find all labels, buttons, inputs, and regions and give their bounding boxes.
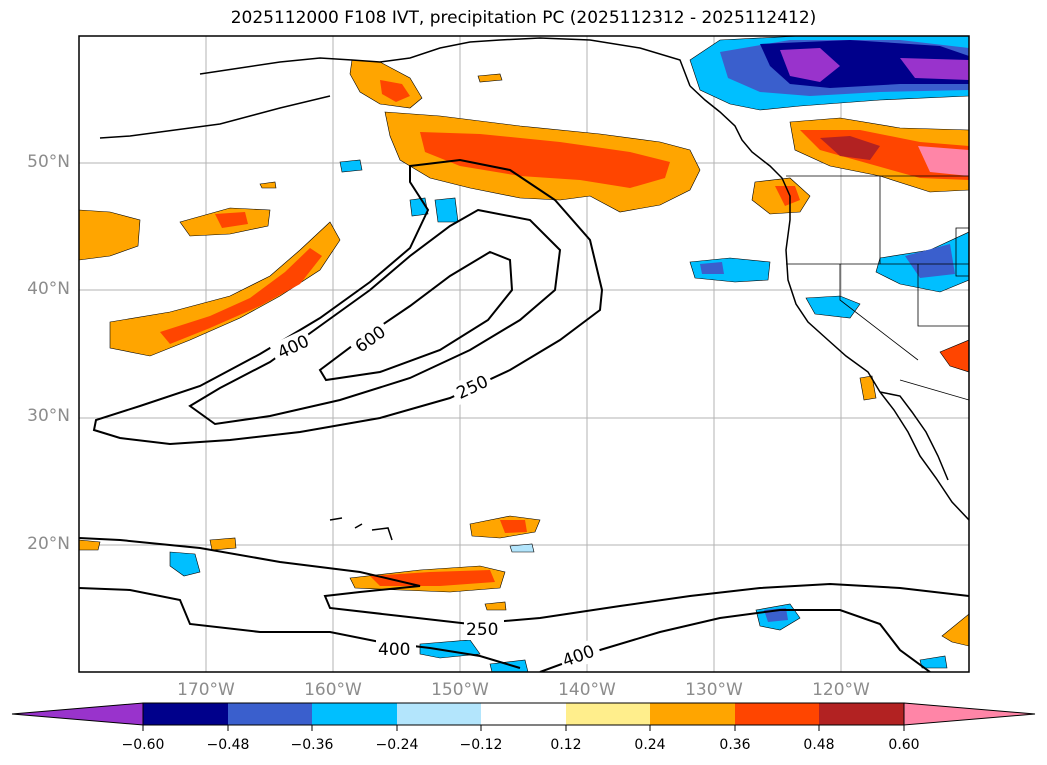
precip-small-2 bbox=[259, 181, 277, 189]
colorbar-tick-0: −0.60 bbox=[121, 737, 165, 753]
lat-label-20n: 20°N bbox=[27, 534, 70, 554]
aleutians bbox=[99, 95, 331, 139]
colorbar-bin-6 bbox=[566, 703, 650, 725]
precip-mexico bbox=[939, 339, 969, 373]
colorbar-arrow-right bbox=[903, 702, 1036, 726]
colorbar bbox=[11, 702, 1036, 731]
hawaii-islands bbox=[329, 517, 393, 541]
colorbar-bin-4 bbox=[397, 703, 481, 725]
precip-band-2-core bbox=[160, 248, 322, 344]
baja-coast bbox=[879, 391, 949, 481]
precip-gulf-alaska-core bbox=[420, 132, 670, 188]
precip-nevada-blue bbox=[905, 244, 955, 278]
colorbar-bin-3 bbox=[312, 703, 397, 725]
map-content: 400 600 250 250 400 400 bbox=[79, 36, 969, 672]
colorbar-bin-7 bbox=[650, 703, 735, 725]
precip-hawaii-west bbox=[169, 551, 201, 577]
precip-small-5 bbox=[484, 601, 507, 611]
map-frame bbox=[78, 35, 970, 673]
precip-canada-east-pink bbox=[918, 146, 969, 176]
precip-oregon-blue bbox=[700, 262, 724, 274]
colorbar-tick-5: 0.12 bbox=[550, 737, 582, 753]
colorbar-tick-2: −0.36 bbox=[290, 737, 334, 753]
precip-bc-north-purple bbox=[780, 48, 969, 82]
colorbar-tick-1: −0.48 bbox=[206, 737, 250, 753]
ivt-contour-400 bbox=[188, 208, 562, 426]
ivt-contour-600 bbox=[318, 250, 514, 382]
lon-label-170w: 170°W bbox=[177, 680, 235, 700]
ivt-contour-400-south-east bbox=[539, 609, 931, 672]
colorbar-tick-3: −0.24 bbox=[375, 737, 419, 753]
colorbar-tick-4: −0.12 bbox=[459, 737, 503, 753]
lon-label-140w: 140°W bbox=[558, 680, 616, 700]
ivt-contour-400-south bbox=[79, 587, 521, 669]
precip-band-2 bbox=[109, 221, 341, 357]
colorbar-tick-7: 0.36 bbox=[719, 737, 751, 753]
ivt-label-400-southeast: 400 bbox=[560, 642, 597, 672]
lat-label-30n: 30°N bbox=[27, 406, 70, 426]
precip-wa-core bbox=[775, 186, 800, 206]
precip-small-b5 bbox=[509, 543, 535, 553]
precip-negative bbox=[169, 36, 969, 672]
lat-label-40n: 40°N bbox=[27, 279, 70, 299]
ivt-label-400-south: 400 bbox=[378, 640, 410, 660]
colorbar-tick-9: 0.60 bbox=[888, 737, 920, 753]
colorbar-tick-8: 0.48 bbox=[803, 737, 835, 753]
ivt-contour-250-south bbox=[79, 537, 969, 626]
precip-positive bbox=[79, 59, 969, 647]
precip-west-pacific bbox=[79, 209, 141, 261]
precip-small-1 bbox=[477, 73, 503, 83]
precip-ca-coast bbox=[805, 295, 861, 319]
colorbar-bin-8 bbox=[735, 703, 819, 725]
precip-small-b3 bbox=[339, 159, 363, 173]
lat-label-50n: 50°N bbox=[27, 152, 70, 172]
colorbar-arrow-left bbox=[11, 702, 144, 726]
ivt-label-250-south: 250 bbox=[466, 620, 498, 640]
precip-alaska-coast-core bbox=[380, 80, 410, 102]
lon-label-160w: 160°W bbox=[304, 680, 362, 700]
colorbar-tick-6: 0.24 bbox=[634, 737, 666, 753]
precip-small-b6 bbox=[919, 655, 948, 669]
lon-label-130w: 130°W bbox=[685, 680, 743, 700]
chart-title: 2025112000 F108 IVT, precipitation PC (2… bbox=[230, 8, 817, 28]
colorbar-frame bbox=[142, 702, 905, 726]
colorbar-bin-2 bbox=[228, 703, 312, 725]
state-borders bbox=[786, 175, 969, 401]
precip-canada-east-darkred bbox=[820, 136, 880, 160]
lon-label-120w: 120°W bbox=[812, 680, 870, 700]
precip-central-core bbox=[500, 520, 527, 533]
colorbar-bin-5 bbox=[481, 703, 566, 725]
precip-small-b4 bbox=[489, 659, 529, 672]
colorbar-bin-9 bbox=[819, 703, 904, 725]
precip-se-corner bbox=[941, 613, 969, 647]
precip-small-3 bbox=[79, 539, 101, 551]
precip-baja bbox=[859, 375, 877, 401]
precip-band-1-core bbox=[215, 212, 248, 228]
ivt-contours bbox=[79, 158, 969, 672]
coastlines bbox=[99, 37, 969, 541]
lon-label-150w: 150°W bbox=[431, 680, 489, 700]
precip-small-4 bbox=[209, 537, 237, 551]
ivt-contour-250-outer bbox=[92, 158, 604, 446]
colorbar-ticks bbox=[142, 725, 905, 731]
north-america-coast bbox=[689, 85, 969, 521]
alaska-coast bbox=[199, 37, 691, 87]
colorbar-bin-1 bbox=[143, 703, 228, 725]
precip-small-b2 bbox=[434, 197, 459, 223]
